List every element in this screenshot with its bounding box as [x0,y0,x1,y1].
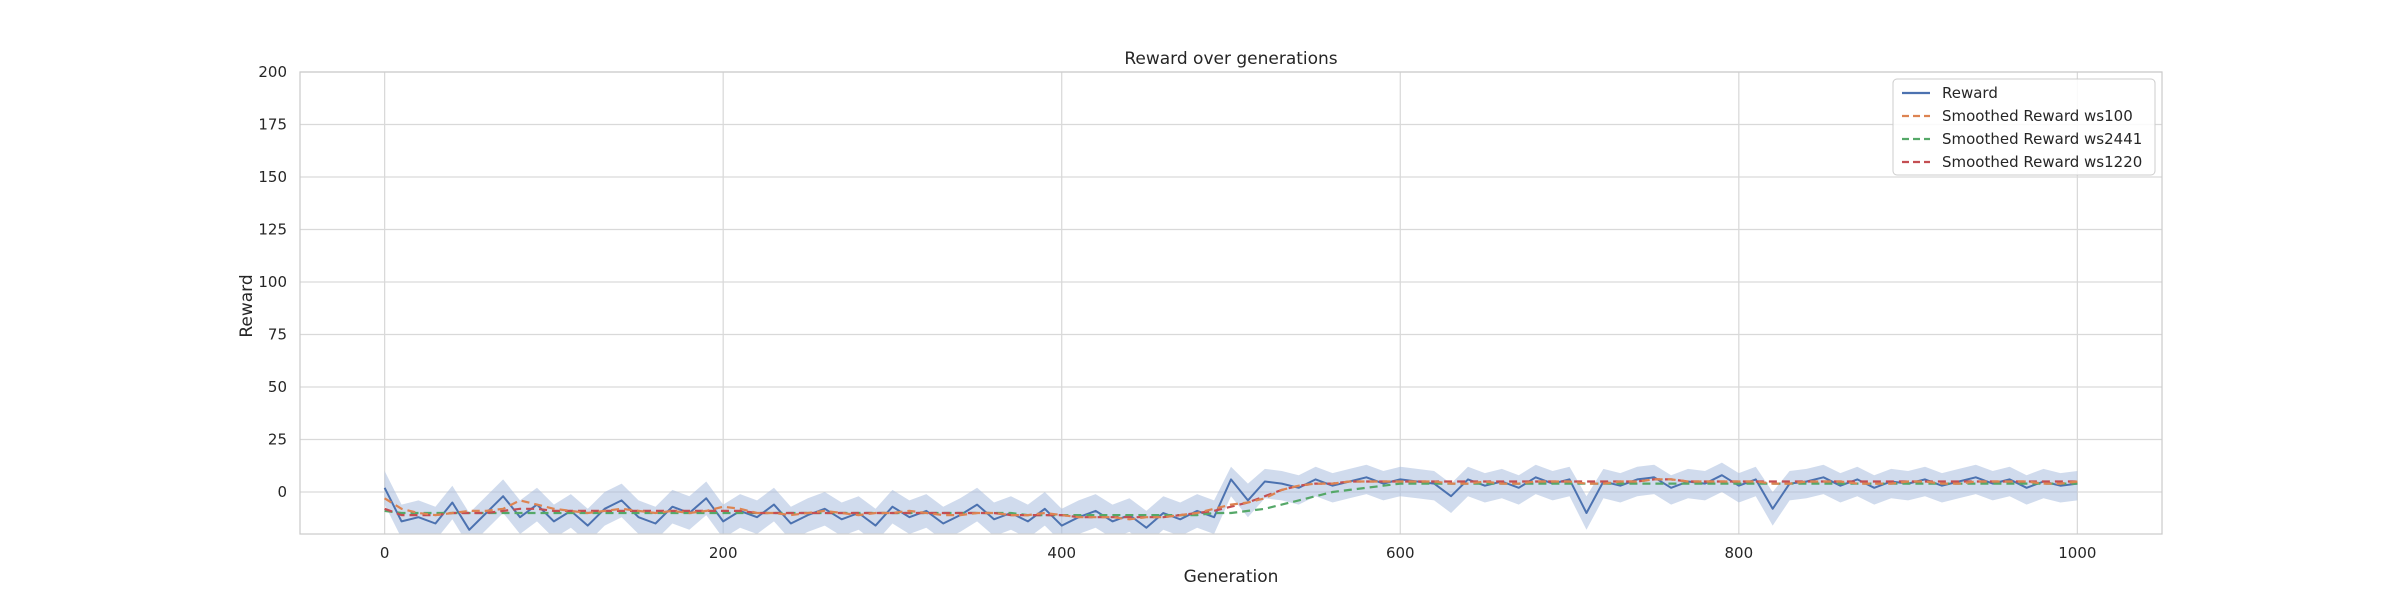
x-tick-label: 1000 [2058,544,2096,562]
y-tick-labels: 0 25 50 75 100 125 150 175 200 [258,63,287,501]
x-tick-label: 0 [380,544,390,562]
y-tick-label: 25 [268,431,287,449]
y-tick-label: 75 [268,326,287,344]
y-tick-label: 150 [258,168,287,186]
y-tick-label: 200 [258,63,287,81]
x-tick-label: 800 [1724,544,1753,562]
y-tick-label: 175 [258,116,287,134]
y-tick-label: 0 [277,483,287,501]
series-lines [383,474,2078,531]
x-tick-label: 400 [1047,544,1076,562]
legend-label: Smoothed Reward ws2441 [1942,130,2142,148]
legend-label: Reward [1942,84,1998,102]
y-tick-label: 125 [258,221,287,239]
x-tick-labels: 0 200 400 600 800 1000 [380,544,2097,562]
legend-box [1892,78,2156,176]
x-tick-label: 200 [709,544,738,562]
plot-frame [299,71,2163,535]
series-line-smoothed-reward-ws1220 [384,478,2078,519]
legend: Reward Smoothed Reward ws100 Smoothed Rewa… [1892,78,2156,176]
series-line-smoothed-reward-ws100 [384,478,2078,521]
x-tick-label: 600 [1386,544,1415,562]
x-axis-label: Generation [1184,567,1279,587]
legend-label: Smoothed Reward ws1220 [1942,153,2142,171]
y-axis-label: Reward [237,274,257,337]
y-tick-label: 100 [258,273,287,291]
y-tick-label: 50 [268,378,287,396]
series-line-smoothed-reward-ws2441 [384,482,2078,517]
chart-title: Reward over generations [1124,49,1337,69]
legend-label: Smoothed Reward ws100 [1942,107,2133,125]
